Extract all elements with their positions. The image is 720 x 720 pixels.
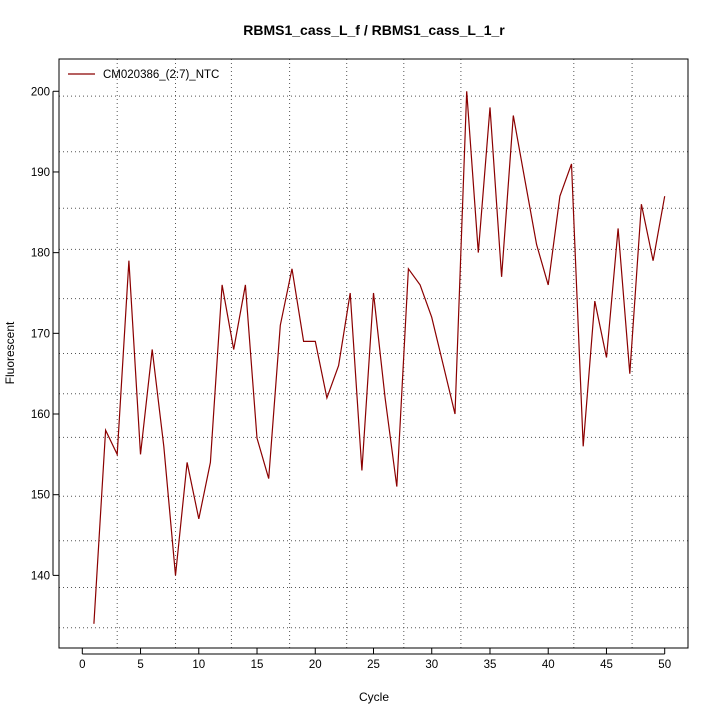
y-tick-label: 150: [31, 490, 50, 502]
x-tick-label: 45: [600, 659, 613, 671]
legend: CM020386_(2:7)_NTC: [68, 69, 219, 81]
legend-label: CM020386_(2:7)_NTC: [103, 69, 219, 81]
x-tick-label: 0: [79, 659, 85, 671]
y-tick-label: 200: [31, 86, 50, 98]
y-tick-label: 190: [31, 167, 50, 179]
x-axis-label: Cycle: [359, 690, 389, 704]
x-tick-label: 20: [309, 659, 322, 671]
plot-area-border: [58, 58, 689, 649]
chart-title: RBMS1_cass_L_f / RBMS1_cass_L_1_r: [243, 22, 505, 38]
y-tick-label: 160: [31, 409, 50, 421]
grid-lines: [59, 59, 688, 648]
y-tick-label: 180: [31, 248, 50, 260]
x-tick-label: 30: [425, 659, 438, 671]
axis-ticks: 0 5 10 15 20 25 30 35 40 45 50 140 150 160 170 180 190 20…: [31, 86, 671, 671]
series-line: [93, 91, 666, 624]
x-tick-label: 50: [658, 659, 671, 671]
x-tick-label: 40: [542, 659, 555, 671]
x-tick-label: 25: [367, 659, 380, 671]
y-axis-label: Fluorescent: [3, 321, 17, 384]
x-tick-label: 5: [137, 659, 143, 671]
x-tick-label: 35: [484, 659, 497, 671]
x-tick-label: 10: [192, 659, 205, 671]
series-layer: [93, 91, 666, 624]
x-tick-label: 15: [251, 659, 264, 671]
y-tick-label: 140: [31, 570, 50, 582]
y-tick-label: 170: [31, 328, 50, 340]
